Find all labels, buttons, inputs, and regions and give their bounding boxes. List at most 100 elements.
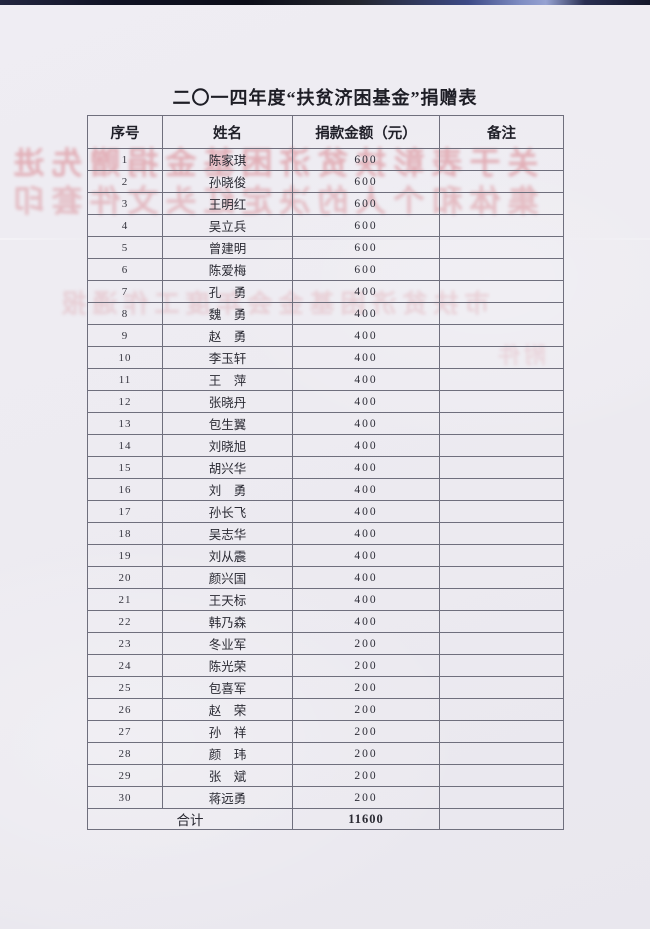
cell-amount: 600	[292, 258, 440, 281]
cell-no: 26	[87, 698, 163, 721]
table-row: 12 张晓丹 400	[87, 390, 564, 413]
cell-amount: 400	[292, 324, 440, 347]
table-row: 14 刘晓旭 400	[87, 434, 564, 457]
cell-amount: 400	[292, 610, 440, 633]
cell-amount: 400	[292, 588, 440, 611]
cell-note	[439, 654, 564, 677]
cell-no: 3	[87, 192, 163, 215]
cell-no: 29	[87, 764, 163, 787]
table-row: 25 包喜军 200	[87, 676, 564, 699]
cell-amount: 400	[292, 302, 440, 325]
cell-name: 张晓丹	[162, 390, 293, 413]
cell-name: 李玉轩	[162, 346, 293, 369]
cell-note	[439, 258, 564, 281]
cell-name: 王 萍	[162, 368, 293, 391]
cell-amount: 400	[292, 368, 440, 391]
table-row: 18 吴志华 400	[87, 522, 564, 545]
cell-name: 赵 荣	[162, 698, 293, 721]
table-row: 2 孙晓俊 600	[87, 170, 564, 193]
cell-name: 包喜军	[162, 676, 293, 699]
cell-note	[439, 368, 564, 391]
cell-amount: 600	[292, 236, 440, 259]
cell-amount: 400	[292, 544, 440, 567]
table-row: 11 王 萍 400	[87, 368, 564, 391]
cell-name: 孙长飞	[162, 500, 293, 523]
cell-note	[439, 588, 564, 611]
column-header-amount: 捐款金额（元）	[292, 115, 440, 149]
cell-note	[439, 236, 564, 259]
cell-note	[439, 346, 564, 369]
total-note	[439, 808, 564, 830]
total-amount: 11600	[292, 808, 440, 830]
cell-no: 27	[87, 720, 163, 743]
cell-note	[439, 412, 564, 435]
cell-name: 刘 勇	[162, 478, 293, 501]
table-row: 13 包生翼 400	[87, 412, 564, 435]
cell-note	[439, 170, 564, 193]
cell-name: 冬业军	[162, 632, 293, 655]
table-row: 4 吴立兵 600	[87, 214, 564, 237]
cell-name: 陈爱梅	[162, 258, 293, 281]
cell-amount: 200	[292, 764, 440, 787]
cell-no: 2	[87, 170, 163, 193]
cell-note	[439, 500, 564, 523]
page-title: 二〇一四年度“扶贫济困基金”捐赠表	[172, 88, 478, 108]
cell-name: 刘从震	[162, 544, 293, 567]
cell-no: 10	[87, 346, 163, 369]
cell-amount: 400	[292, 390, 440, 413]
cell-note	[439, 742, 564, 765]
cell-name: 赵 勇	[162, 324, 293, 347]
cell-no: 22	[87, 610, 163, 633]
table-body: 1 陈家琪 600 2 孙晓俊 600 3 王明红 600 4 吴立兵 600 5 曾建明 600 6 陈爱梅 6…	[87, 148, 564, 809]
cell-note	[439, 434, 564, 457]
cell-name: 王天标	[162, 588, 293, 611]
cell-amount: 600	[292, 170, 440, 193]
cell-amount: 400	[292, 500, 440, 523]
cell-no: 18	[87, 522, 163, 545]
cell-no: 20	[87, 566, 163, 589]
cell-name: 陈光荣	[162, 654, 293, 677]
table-row: 24 陈光荣 200	[87, 654, 564, 677]
cell-amount: 600	[292, 192, 440, 215]
table-row: 27 孙 祥 200	[87, 720, 564, 743]
cell-note	[439, 192, 564, 215]
cell-amount: 400	[292, 280, 440, 303]
cell-note	[439, 302, 564, 325]
cell-note	[439, 390, 564, 413]
table-row: 16 刘 勇 400	[87, 478, 564, 501]
table-row: 15 胡兴华 400	[87, 456, 564, 479]
total-row: 合计 11600	[87, 808, 564, 830]
cell-amount: 200	[292, 654, 440, 677]
cell-note	[439, 456, 564, 479]
table-row: 21 王天标 400	[87, 588, 564, 611]
cell-note	[439, 148, 564, 171]
table-row: 29 张 斌 200	[87, 764, 564, 787]
cell-amount: 200	[292, 698, 440, 721]
cell-note	[439, 786, 564, 809]
table-header-row: 序号 姓名 捐款金额（元） 备注	[87, 115, 564, 149]
cell-note	[439, 544, 564, 567]
cell-name: 张 斌	[162, 764, 293, 787]
cell-amount: 400	[292, 434, 440, 457]
cell-name: 王明红	[162, 192, 293, 215]
cell-no: 12	[87, 390, 163, 413]
cell-no: 19	[87, 544, 163, 567]
table-row: 28 颜 玮 200	[87, 742, 564, 765]
cell-no: 6	[87, 258, 163, 281]
cell-amount: 200	[292, 742, 440, 765]
table-row: 30 蒋远勇 200	[87, 786, 564, 809]
cell-no: 24	[87, 654, 163, 677]
cell-no: 14	[87, 434, 163, 457]
cell-name: 胡兴华	[162, 456, 293, 479]
cell-no: 5	[87, 236, 163, 259]
cell-amount: 200	[292, 786, 440, 809]
cell-no: 16	[87, 478, 163, 501]
cell-note	[439, 324, 564, 347]
cell-no: 30	[87, 786, 163, 809]
column-header-number: 序号	[87, 115, 163, 149]
cell-no: 9	[87, 324, 163, 347]
cell-amount: 400	[292, 412, 440, 435]
